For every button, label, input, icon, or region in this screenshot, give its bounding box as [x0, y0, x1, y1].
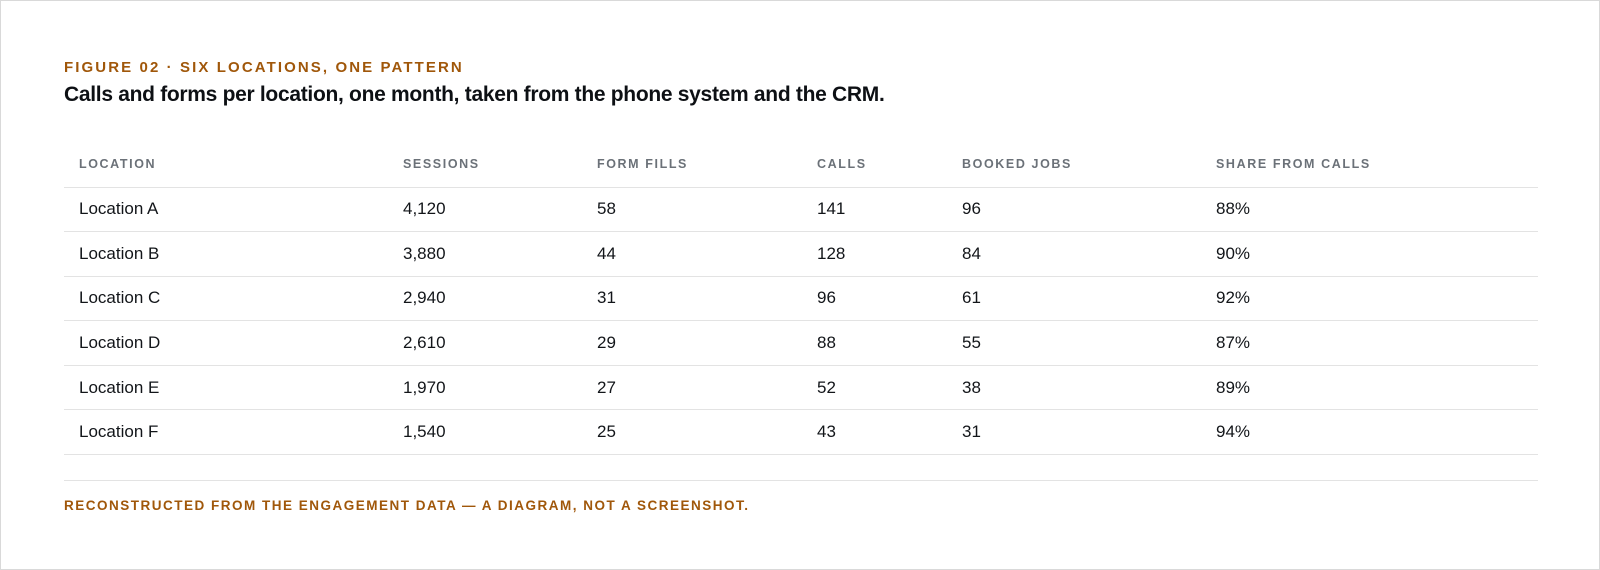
cell-share-from-calls: 94% [1201, 409, 1538, 456]
cell-form-fills: 29 [582, 320, 802, 366]
cell-booked-jobs: 61 [947, 276, 1201, 322]
cell-form-fills: 25 [582, 409, 802, 456]
column-header-form-fills: FORM FILLS [582, 142, 802, 188]
cell-booked-jobs: 31 [947, 409, 1201, 456]
table-row: Location D 2,610 29 88 55 87% [64, 320, 1538, 366]
column-header-booked-jobs: BOOKED JOBS [947, 142, 1201, 188]
cell-booked-jobs: 38 [947, 365, 1201, 411]
cell-sessions: 2,940 [388, 276, 582, 322]
cell-form-fills: 44 [582, 231, 802, 277]
cell-share-from-calls: 88% [1201, 187, 1538, 233]
cell-calls: 128 [802, 231, 947, 277]
column-header-location: LOCATION [64, 142, 388, 188]
cell-booked-jobs: 55 [947, 320, 1201, 366]
cell-sessions: 2,610 [388, 320, 582, 366]
table-row: Location B 3,880 44 128 84 90% [64, 231, 1538, 277]
cell-form-fills: 31 [582, 276, 802, 322]
table-row: Location E 1,970 27 52 38 89% [64, 365, 1538, 411]
table-row: Location F 1,540 25 43 31 94% [64, 409, 1538, 456]
figure-footnote: RECONSTRUCTED FROM THE ENGAGEMENT DATA —… [64, 498, 750, 513]
figure-eyebrow: FIGURE 02 · SIX LOCATIONS, ONE PATTERN [64, 59, 464, 76]
table-header: LOCATION SESSIONS FORM FILLS CALLS BOOKE… [64, 142, 1538, 188]
cell-share-from-calls: 87% [1201, 320, 1538, 366]
cell-calls: 88 [802, 320, 947, 366]
cell-calls: 96 [802, 276, 947, 322]
table-row: Location C 2,940 31 96 61 92% [64, 276, 1538, 322]
cell-calls: 141 [802, 187, 947, 233]
cell-sessions: 3,880 [388, 231, 582, 277]
figure-headline: Calls and forms per location, one month,… [64, 83, 885, 106]
cell-sessions: 4,120 [388, 187, 582, 233]
location-table: LOCATION SESSIONS FORM FILLS CALLS BOOKE… [64, 142, 1538, 456]
footnote-divider [64, 480, 1538, 481]
column-header-sessions: SESSIONS [388, 142, 582, 188]
cell-location: Location D [64, 320, 388, 366]
cell-share-from-calls: 89% [1201, 365, 1538, 411]
table-row: Location A 4,120 58 141 96 88% [64, 187, 1538, 233]
column-header-share-from-calls: SHARE FROM CALLS [1201, 142, 1538, 188]
cell-sessions: 1,540 [388, 409, 582, 456]
cell-location: Location F [64, 409, 388, 456]
cell-share-from-calls: 92% [1201, 276, 1538, 322]
cell-location: Location B [64, 231, 388, 277]
column-header-calls: CALLS [802, 142, 947, 188]
table-body: Location A 4,120 58 141 96 88% Location … [64, 187, 1538, 456]
cell-location: Location E [64, 365, 388, 411]
cell-location: Location A [64, 187, 388, 233]
cell-booked-jobs: 96 [947, 187, 1201, 233]
cell-calls: 52 [802, 365, 947, 411]
cell-form-fills: 58 [582, 187, 802, 233]
cell-location: Location C [64, 276, 388, 322]
cell-calls: 43 [802, 409, 947, 456]
cell-share-from-calls: 90% [1201, 231, 1538, 277]
cell-form-fills: 27 [582, 365, 802, 411]
header-row: LOCATION SESSIONS FORM FILLS CALLS BOOKE… [64, 142, 1538, 188]
cell-booked-jobs: 84 [947, 231, 1201, 277]
cell-sessions: 1,970 [388, 365, 582, 411]
